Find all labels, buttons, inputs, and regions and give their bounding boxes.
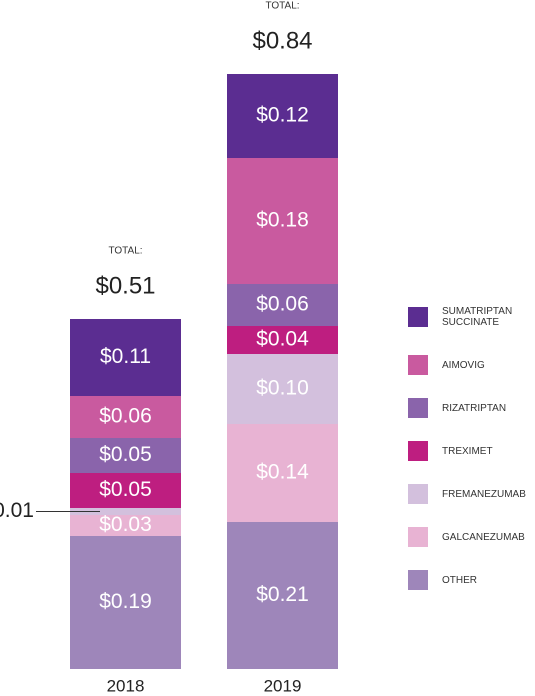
legend-label: SUMATRIPTAN SUCCINATE [442, 306, 513, 328]
legend-swatch [408, 307, 428, 327]
value-label: $0.05 [99, 443, 152, 466]
value-label: $0.04 [256, 328, 309, 351]
x-tick-label: 2019 [264, 676, 302, 695]
legend-label: GALCANEZUMAB [442, 531, 525, 543]
bar-segment [70, 438, 181, 473]
bar-segment [227, 354, 338, 424]
total-label: $0.51 [95, 272, 155, 299]
bar-segment [227, 424, 338, 522]
legend-label: AIMOVIG [442, 359, 485, 371]
bar-segment [227, 284, 338, 326]
legend-item: TREXIMET [408, 441, 533, 461]
bar-segment [70, 508, 181, 515]
legend-item: FREMANEZUMAB [408, 484, 533, 504]
legend-label: FREMANEZUMAB [442, 488, 526, 500]
legend-item: RIZATRIPTAN [408, 398, 533, 418]
value-label: $0.19 [99, 590, 152, 613]
total-title: TOTAL: [108, 246, 142, 257]
legend-item: OTHER [408, 570, 533, 590]
legend-label: TREXIMET [442, 445, 493, 457]
value-label: $0.06 [256, 293, 309, 316]
bar-segment [227, 522, 338, 669]
value-label: $0.05 [99, 478, 152, 501]
bar-segment [70, 319, 181, 396]
bar-segment [227, 74, 338, 158]
value-label: $0.14 [256, 461, 309, 484]
bar-segment [70, 396, 181, 438]
value-label: $0.12 [256, 104, 309, 127]
legend-swatch [408, 398, 428, 418]
legend-swatch [408, 484, 428, 504]
legend-swatch [408, 570, 428, 590]
value-label: $0.10 [256, 377, 309, 400]
legend-swatch [408, 527, 428, 547]
total-label: $0.84 [252, 27, 312, 54]
value-label: $0.18 [256, 209, 309, 232]
legend-label: RIZATRIPTAN [442, 402, 507, 414]
legend-item: AIMOVIG [408, 355, 533, 375]
bar-segment [70, 536, 181, 669]
value-label: $0.11 [100, 345, 151, 368]
bar-segment [70, 473, 181, 508]
legend-label: OTHER [442, 574, 477, 586]
legend-item: GALCANEZUMAB [408, 527, 533, 547]
value-label: $0.21 [256, 583, 309, 606]
legend-swatch [408, 355, 428, 375]
legend-item: SUMATRIPTAN SUCCINATE [408, 306, 533, 328]
x-tick-label: 2018 [107, 676, 145, 695]
bar-segment [70, 515, 181, 536]
value-label: $0.01 [0, 499, 34, 522]
legend-swatch [408, 441, 428, 461]
bar-segment [227, 158, 338, 284]
value-label: $0.03 [99, 513, 152, 536]
bar-segment [227, 326, 338, 354]
total-title: TOTAL: [265, 1, 299, 12]
value-label: $0.06 [99, 405, 152, 428]
